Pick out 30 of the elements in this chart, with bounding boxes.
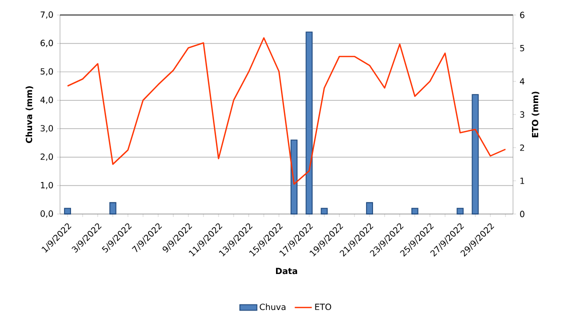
y-tick-label: 6,0: [40, 40, 53, 48]
y-tick-label: 0,0: [40, 210, 53, 218]
y-tick-label: 4,0: [40, 96, 53, 104]
y-tick-label: 5,0: [40, 68, 53, 76]
bar: [411, 208, 418, 214]
y2-tick-label: 5: [520, 45, 524, 52]
bar: [290, 140, 298, 214]
bar: [456, 208, 464, 214]
y2-tick-label: 2: [520, 144, 524, 151]
line-series: [66, 37, 506, 185]
y-tick-label: 1,0: [40, 182, 53, 190]
bar: [64, 208, 72, 214]
y2-tick-label: 6: [520, 12, 524, 18]
y2-axis-title: ETO (mm): [532, 92, 540, 138]
y2-tick-label: 4: [520, 78, 524, 84]
y2-tick-label: 0: [520, 210, 524, 218]
bar: [472, 94, 479, 214]
bar: [366, 202, 374, 214]
x-axis-title: Data: [276, 268, 298, 274]
y-tick-label: 3,0: [40, 125, 53, 132]
bar: [320, 208, 328, 214]
bar: [109, 202, 116, 214]
y2-tick-label: 3: [520, 111, 524, 118]
y2-tick-label: 1: [520, 178, 524, 184]
y-tick-label: 2,0: [40, 154, 53, 161]
y-axis-title: Chuva (mm): [26, 86, 34, 144]
legend-label: ETO: [315, 304, 332, 310]
legend-label: Chuva: [260, 304, 286, 310]
y-tick-label: 7,0: [40, 11, 53, 19]
bar: [306, 32, 313, 214]
